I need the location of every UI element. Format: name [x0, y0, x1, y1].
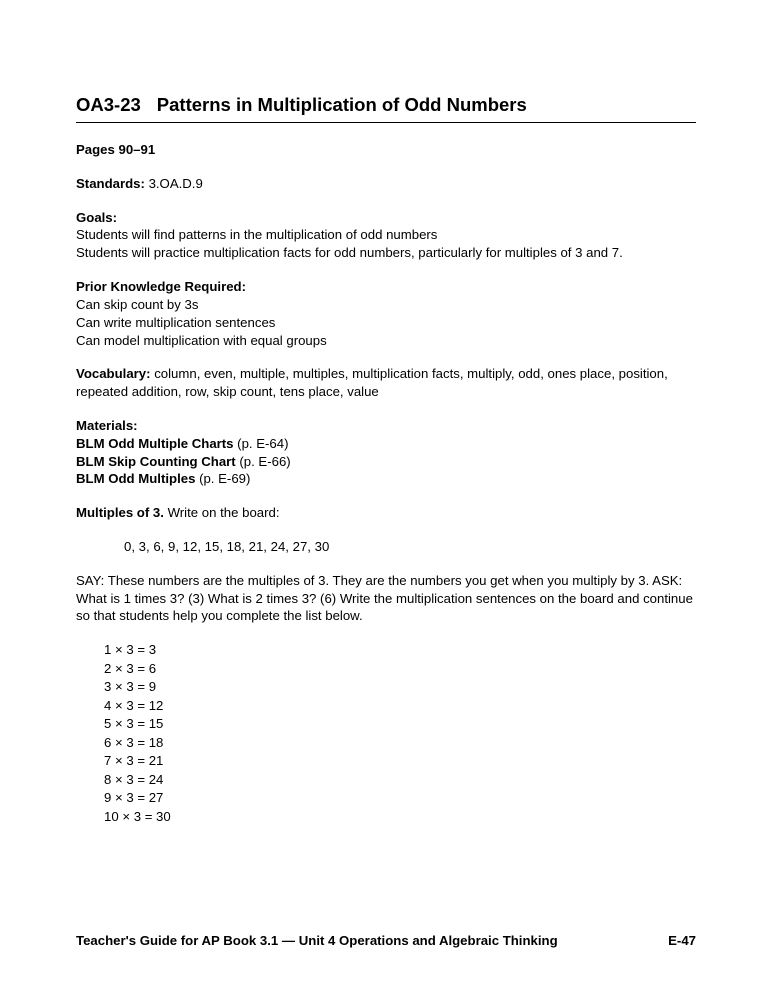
- pages-label: Pages 90–91: [76, 142, 155, 157]
- equation-line: 4 × 3 = 12: [104, 697, 696, 715]
- lesson-title-text: Patterns in Multiplication of Odd Number…: [157, 94, 527, 115]
- page-content: OA3-23 Patterns in Multiplication of Odd …: [0, 0, 768, 892]
- goals-line: Students will practice multiplication fa…: [76, 244, 696, 262]
- materials-label: Materials:: [76, 417, 696, 435]
- lesson-title: OA3-23 Patterns in Multiplication of Odd …: [76, 94, 696, 123]
- sequence-section: 0, 3, 6, 9, 12, 15, 18, 21, 24, 27, 30: [76, 538, 696, 556]
- materials-item: BLM Odd Multiples (p. E-69): [76, 470, 696, 488]
- equation-line: 1 × 3 = 3: [104, 641, 696, 659]
- equations-section: 1 × 3 = 3 2 × 3 = 6 3 × 3 = 9 4 × 3 = 12…: [76, 641, 696, 826]
- equation-line: 10 × 3 = 30: [104, 808, 696, 826]
- vocab-section: Vocabulary: column, even, multiple, mult…: [76, 365, 696, 401]
- say-text: SAY: These numbers are the multiples of …: [76, 573, 693, 624]
- goals-line: Students will find patterns in the multi…: [76, 226, 696, 244]
- materials-item-bold: BLM Skip Counting Chart: [76, 454, 236, 469]
- say-section: SAY: These numbers are the multiples of …: [76, 572, 696, 625]
- materials-item-bold: BLM Odd Multiple Charts: [76, 436, 234, 451]
- equation-line: 2 × 3 = 6: [104, 660, 696, 678]
- equation-line: 7 × 3 = 21: [104, 752, 696, 770]
- vocab-label: Vocabulary:: [76, 366, 151, 381]
- pages-section: Pages 90–91: [76, 141, 696, 159]
- materials-item-rest: (p. E-64): [234, 436, 289, 451]
- prior-line: Can model multiplication with equal grou…: [76, 332, 696, 350]
- multiples3-section: Multiples of 3. Write on the board:: [76, 504, 696, 522]
- equation-line: 3 × 3 = 9: [104, 678, 696, 696]
- goals-section: Goals: Students will find patterns in th…: [76, 209, 696, 262]
- equation-line: 5 × 3 = 15: [104, 715, 696, 733]
- sequence-text: 0, 3, 6, 9, 12, 15, 18, 21, 24, 27, 30: [124, 539, 329, 554]
- multiples3-rest: Write on the board:: [164, 505, 280, 520]
- equation-line: 9 × 3 = 27: [104, 789, 696, 807]
- prior-section: Prior Knowledge Required: Can skip count…: [76, 278, 696, 349]
- footer-left: Teacher's Guide for AP Book 3.1 — Unit 4…: [76, 933, 558, 948]
- prior-line: Can skip count by 3s: [76, 296, 696, 314]
- standards-label: Standards:: [76, 176, 145, 191]
- equation-line: 8 × 3 = 24: [104, 771, 696, 789]
- materials-item-rest: (p. E-69): [195, 471, 250, 486]
- materials-item-bold: BLM Odd Multiples: [76, 471, 195, 486]
- multiples3-label: Multiples of 3.: [76, 505, 164, 520]
- materials-item: BLM Skip Counting Chart (p. E-66): [76, 453, 696, 471]
- equation-line: 6 × 3 = 18: [104, 734, 696, 752]
- materials-section: Materials: BLM Odd Multiple Charts (p. E…: [76, 417, 696, 488]
- lesson-code: OA3-23: [76, 94, 141, 115]
- materials-item-rest: (p. E-66): [236, 454, 291, 469]
- prior-label: Prior Knowledge Required:: [76, 278, 696, 296]
- standards-section: Standards: 3.OA.D.9: [76, 175, 696, 193]
- page-footer: Teacher's Guide for AP Book 3.1 — Unit 4…: [76, 933, 696, 948]
- vocab-text: column, even, multiple, multiples, multi…: [76, 366, 668, 399]
- footer-right: E-47: [668, 933, 696, 948]
- goals-label: Goals:: [76, 209, 696, 227]
- materials-item: BLM Odd Multiple Charts (p. E-64): [76, 435, 696, 453]
- prior-line: Can write multiplication sentences: [76, 314, 696, 332]
- standards-value: 3.OA.D.9: [149, 176, 203, 191]
